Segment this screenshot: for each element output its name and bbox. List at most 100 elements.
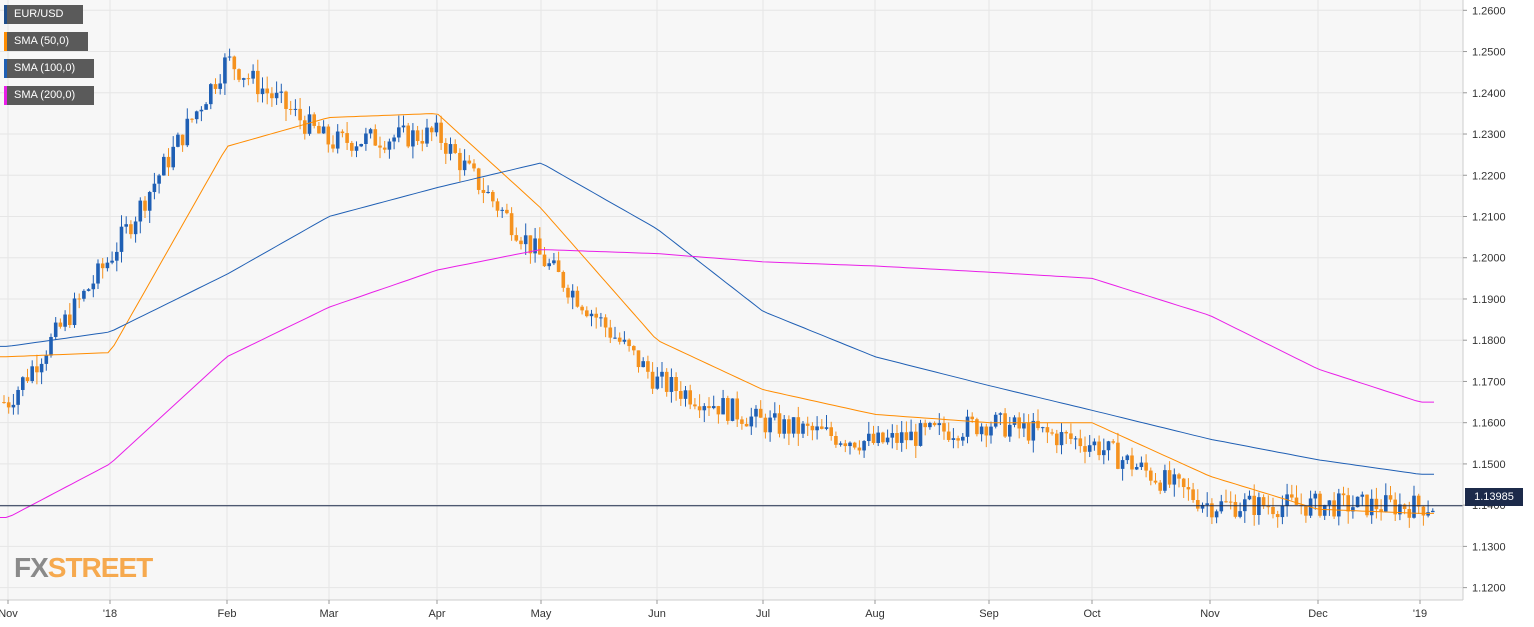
candle-body: [1083, 446, 1087, 452]
y-tick-label: 1.2100: [1472, 211, 1506, 223]
legend-item-eurusd[interactable]: EUR/USD: [4, 5, 83, 24]
candle-body: [1261, 497, 1266, 507]
candle-body: [505, 209, 509, 214]
candle-body: [975, 419, 979, 435]
candle-body: [758, 408, 763, 418]
candle-body: [321, 126, 326, 134]
candle-body: [820, 426, 824, 429]
candle-body: [49, 336, 53, 356]
candle-body: [30, 366, 34, 382]
candle-body: [914, 431, 918, 446]
candle-body: [1153, 480, 1158, 483]
candle-body: [1092, 441, 1097, 446]
legend-swatch: [4, 5, 7, 24]
candle-body: [730, 398, 735, 421]
candle-body: [796, 417, 801, 434]
candle-body: [425, 127, 429, 144]
candle-body: [100, 263, 105, 269]
candle-body: [951, 438, 956, 440]
candle-body: [1050, 432, 1054, 434]
candle-body: [176, 134, 180, 147]
candle-body: [260, 88, 265, 95]
candle-body: [448, 144, 453, 154]
candle-body: [68, 314, 72, 326]
candle-body: [1369, 498, 1374, 516]
candle-body: [660, 371, 664, 377]
candle-body: [805, 423, 810, 426]
candle-body: [1008, 424, 1012, 437]
candle-body: [1125, 455, 1130, 461]
candle-body: [491, 191, 495, 202]
candle-body: [1233, 501, 1238, 517]
candle-body: [1416, 495, 1421, 507]
candle-body: [256, 70, 260, 95]
y-tick-label: 1.1800: [1472, 335, 1506, 347]
candle-body: [1313, 493, 1318, 499]
candle-body: [636, 350, 641, 368]
candle-body: [91, 283, 96, 290]
legend-item-sma50[interactable]: SMA (50,0): [4, 32, 88, 51]
legend: EUR/USD SMA (50,0) SMA (100,0) SMA (200,…: [4, 5, 94, 113]
y-tick-label: 1.1900: [1472, 294, 1506, 306]
candle-body: [373, 129, 378, 146]
candle-body: [829, 427, 833, 436]
candle-body: [523, 235, 528, 245]
candle-body: [378, 145, 382, 148]
candle-body: [1045, 427, 1050, 433]
candle-body: [961, 436, 965, 441]
candle-body: [1266, 506, 1271, 508]
candle-body: [213, 84, 218, 89]
candle-body: [674, 377, 678, 391]
candle-body: [514, 235, 519, 241]
candle-body: [486, 191, 490, 194]
candle-body: [998, 413, 1003, 415]
candle-body: [326, 126, 331, 145]
candle-body: [397, 127, 401, 138]
candle-body: [852, 442, 857, 448]
candle-body: [21, 377, 25, 390]
candle-body: [420, 141, 425, 144]
x-tick-label: Nov: [0, 608, 18, 620]
candle-body: [1332, 500, 1336, 517]
candle-body: [1421, 506, 1426, 516]
candle-body: [152, 183, 157, 193]
candle-body: [500, 209, 504, 211]
candle-body: [885, 437, 890, 443]
candle-body: [697, 406, 702, 411]
candle-body: [439, 122, 443, 143]
candle-body: [1120, 460, 1125, 469]
candle-body: [1055, 433, 1059, 446]
candle-body: [932, 423, 937, 426]
candle-body: [16, 389, 20, 405]
candle-body: [909, 431, 913, 441]
candle-body: [810, 425, 815, 431]
candle-body: [1078, 438, 1083, 447]
candle-body: [1412, 495, 1416, 518]
candle-body: [773, 413, 777, 418]
candle-body: [895, 433, 899, 443]
candle-body: [411, 130, 415, 147]
candle-body: [6, 402, 11, 408]
candle-body: [735, 398, 739, 420]
candle-body: [1322, 504, 1327, 516]
candle-body: [815, 426, 819, 431]
candle-body: [265, 88, 269, 94]
y-tick-label: 1.1200: [1472, 583, 1506, 595]
candle-body: [627, 339, 631, 347]
x-tick-label: Jun: [648, 608, 666, 620]
candle-body: [1219, 501, 1224, 512]
legend-item-sma200[interactable]: SMA (200,0): [4, 86, 94, 105]
legend-swatch: [4, 32, 7, 51]
candle-body: [227, 56, 232, 58]
candle-body: [180, 134, 185, 146]
candle-body: [1224, 501, 1228, 503]
candle-body: [876, 432, 880, 443]
candle-body: [763, 417, 768, 433]
candle-body: [237, 69, 241, 80]
candle-body: [899, 432, 904, 443]
legend-item-sma100[interactable]: SMA (100,0): [4, 59, 94, 78]
candle-body: [801, 423, 805, 434]
candle-body: [946, 431, 951, 440]
candle-body: [791, 417, 796, 434]
